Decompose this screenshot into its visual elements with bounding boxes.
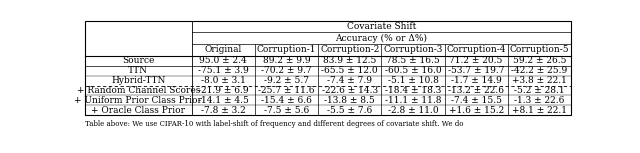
- Text: Corruption-5: Corruption-5: [509, 45, 569, 54]
- Text: -5.5 ± 7.6: -5.5 ± 7.6: [327, 106, 372, 115]
- Text: 59.2 ± 26.5: 59.2 ± 26.5: [513, 56, 566, 65]
- Text: -11.1 ± 11.8: -11.1 ± 11.8: [385, 96, 441, 105]
- Text: -75.1 ± 3.9: -75.1 ± 3.9: [198, 66, 248, 75]
- Text: -18.4 ± 18.3: -18.4 ± 18.3: [385, 86, 441, 95]
- Text: -21.9 ± 6.9: -21.9 ± 6.9: [198, 86, 248, 95]
- Text: +8.1 ± 22.1: +8.1 ± 22.1: [512, 106, 567, 115]
- Text: -42.2 ± 25.9: -42.2 ± 25.9: [511, 66, 568, 75]
- Text: 95.0 ± 2.4: 95.0 ± 2.4: [199, 56, 247, 65]
- Text: -8.0 ± 3.1: -8.0 ± 3.1: [201, 76, 246, 85]
- Text: 83.9 ± 12.5: 83.9 ± 12.5: [323, 56, 376, 65]
- Text: 78.5 ± 16.5: 78.5 ± 16.5: [386, 56, 440, 65]
- Text: -65.5 ± 12.0: -65.5 ± 12.0: [321, 66, 378, 75]
- Text: -7.8 ± 3.2: -7.8 ± 3.2: [201, 106, 246, 115]
- Text: Source: Source: [122, 56, 154, 65]
- Text: Corruption-2: Corruption-2: [320, 45, 380, 54]
- Text: Corruption-3: Corruption-3: [383, 45, 443, 54]
- Text: -22.6 ± 14.3: -22.6 ± 14.3: [322, 86, 378, 95]
- Text: +3.8 ± 22.1: +3.8 ± 22.1: [512, 76, 567, 85]
- Text: + Oracle Class Prior: + Oracle Class Prior: [92, 106, 186, 115]
- Text: -7.4 ± 7.9: -7.4 ± 7.9: [327, 76, 372, 85]
- Text: -15.4 ± 6.6: -15.4 ± 6.6: [261, 96, 312, 105]
- Text: -53.7 ± 19.7: -53.7 ± 19.7: [448, 66, 504, 75]
- Text: + Uniform Prior Class Prior: + Uniform Prior Class Prior: [74, 96, 202, 105]
- Text: -13.2 ± 22.6: -13.2 ± 22.6: [448, 86, 504, 95]
- Text: -14.1 ± 4.5: -14.1 ± 4.5: [198, 96, 249, 105]
- Text: -9.2 ± 5.7: -9.2 ± 5.7: [264, 76, 309, 85]
- Text: -2.8 ± 11.0: -2.8 ± 11.0: [388, 106, 438, 115]
- Text: +1.6 ± 15.2: +1.6 ± 15.2: [449, 106, 504, 115]
- Bar: [85, 21, 571, 115]
- Text: + Random Channel Scores: + Random Channel Scores: [77, 86, 200, 95]
- Text: -70.2 ± 9.7: -70.2 ± 9.7: [261, 66, 312, 75]
- Text: -5.1 ± 10.8: -5.1 ± 10.8: [387, 76, 438, 85]
- Text: -1.3 ± 22.6: -1.3 ± 22.6: [514, 96, 564, 105]
- Text: Table above: We use CIFAR-10 with label-shift of frequency and different degrees: Table above: We use CIFAR-10 with label-…: [85, 120, 463, 128]
- Text: -25.7 ± 11.6: -25.7 ± 11.6: [258, 86, 315, 95]
- Text: Hybrid-TTN: Hybrid-TTN: [111, 76, 166, 85]
- Text: -1.7 ± 14.9: -1.7 ± 14.9: [451, 76, 502, 85]
- Text: -7.4 ± 15.5: -7.4 ± 15.5: [451, 96, 502, 105]
- Text: -13.8 ± 8.5: -13.8 ± 8.5: [324, 96, 375, 105]
- Text: Corruption-1: Corruption-1: [257, 45, 316, 54]
- Text: Original: Original: [205, 45, 242, 54]
- Text: 89.2 ± 9.9: 89.2 ± 9.9: [262, 56, 310, 65]
- Text: Covariate Shift: Covariate Shift: [347, 22, 416, 31]
- Text: 71.2 ± 20.5: 71.2 ± 20.5: [449, 56, 503, 65]
- Text: Corruption-4: Corruption-4: [447, 45, 506, 54]
- Text: -5.2 ± 28.1: -5.2 ± 28.1: [514, 86, 564, 95]
- Text: TTN: TTN: [128, 66, 148, 75]
- Text: -7.5 ± 5.6: -7.5 ± 5.6: [264, 106, 309, 115]
- Text: Accuracy (% or Δ%): Accuracy (% or Δ%): [335, 34, 428, 43]
- Text: -60.5 ± 16.0: -60.5 ± 16.0: [385, 66, 441, 75]
